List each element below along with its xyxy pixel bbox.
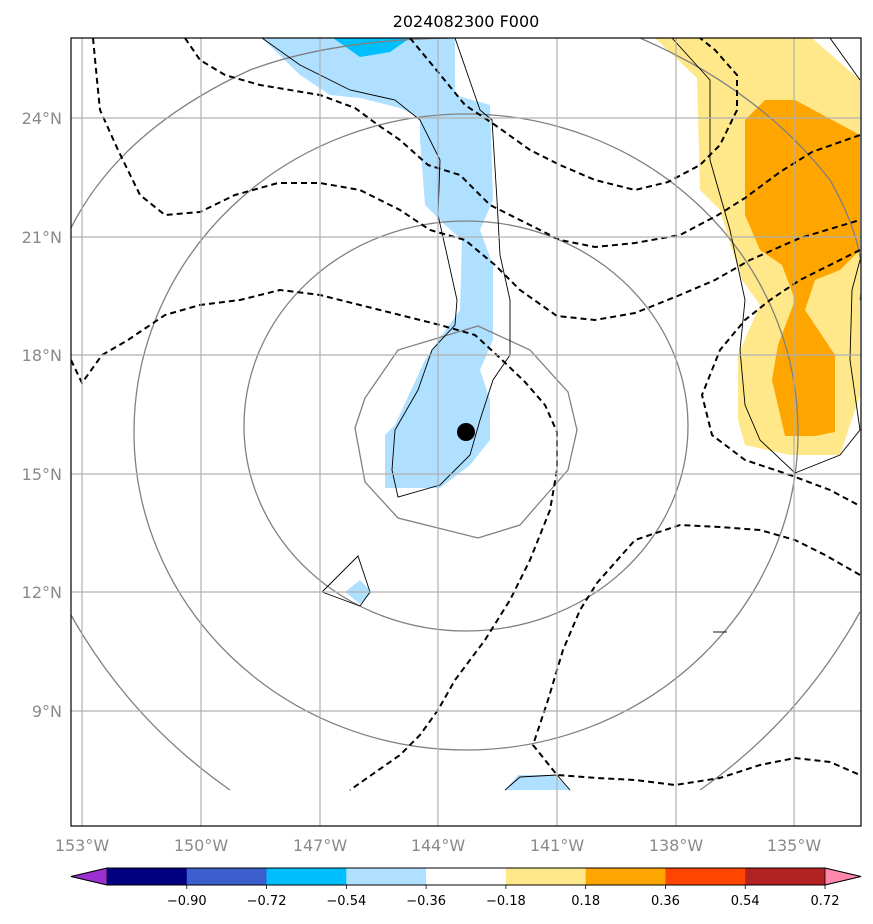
chart-title: 2024082300 F000 <box>393 12 540 31</box>
x-tick-label: 135°W <box>767 836 822 855</box>
colorbar: −0.90 −0.72 −0.54 −0.36 −0.18 0.18 0.36 0.54 0.7… <box>70 867 862 909</box>
pressure-contour-inner <box>354 325 578 539</box>
pressure-contour-7 <box>699 611 861 791</box>
colorbar-tick-label: 0.54 <box>731 894 760 909</box>
thin-contour-south <box>504 774 571 791</box>
y-tick-label: 18°N <box>22 346 62 365</box>
colorbar-tick-label: 0.36 <box>651 894 680 909</box>
thin-contour-northeast <box>829 38 861 81</box>
colorbar-segment <box>186 868 268 885</box>
pressure-contour-2 <box>243 220 689 632</box>
y-tick-label: 15°N <box>22 465 62 484</box>
x-tick-label: 141°W <box>530 836 585 855</box>
y-tick-label: 24°N <box>22 109 62 128</box>
storm-center-marker <box>457 423 475 441</box>
colorbar-extend-low <box>70 867 108 886</box>
thin-contour-northwest <box>261 38 441 161</box>
colorbar-segment <box>585 868 666 885</box>
x-tick-label: 147°W <box>293 836 348 855</box>
colorbar-tick-label: 0.18 <box>571 894 600 909</box>
colorbar-tick-label: −0.54 <box>326 894 366 909</box>
x-tick-label: 153°W <box>55 836 110 855</box>
y-tick-label: 9°N <box>32 702 62 721</box>
dashed-contour-1 <box>92 38 861 322</box>
colorbar-tick-label: −0.72 <box>247 894 287 909</box>
x-tick-label: 138°W <box>649 836 704 855</box>
negative-anomaly-region <box>262 38 493 488</box>
pressure-contour-3 <box>133 113 799 751</box>
y-tick-label: 21°N <box>22 228 62 247</box>
negative-anomaly-patch-south <box>505 775 570 790</box>
plot-frame <box>70 37 862 827</box>
map-gridlines <box>71 38 861 826</box>
colorbar-segment <box>426 868 507 885</box>
colorbar-segment <box>665 868 746 885</box>
colorbar-outline <box>70 867 862 886</box>
strong-positive-region <box>745 100 860 436</box>
y-tick-label: 12°N <box>22 583 62 602</box>
dashed-contour-5 <box>700 249 861 507</box>
pressure-contour-4 <box>71 38 451 229</box>
colorbar-tick-label: −0.18 <box>486 894 526 909</box>
thin-contour-center <box>391 38 511 498</box>
colorbar-segment <box>505 868 587 885</box>
dashed-contour-6 <box>531 523 861 787</box>
y-axis-ticks: 24°N 21°N 18°N 15°N 12°N 9°N <box>22 109 62 721</box>
colorbar-segment <box>346 868 427 885</box>
pressure-contour-5 <box>71 614 231 791</box>
colorbar-tick-label: 0.72 <box>811 894 840 909</box>
dashed-contour-2 <box>184 38 861 249</box>
colorbar-tick-label: −0.36 <box>406 894 446 909</box>
colorbar-extend-high <box>824 867 862 886</box>
colorbar-tick-label: −0.90 <box>167 894 207 909</box>
colorbar-segment <box>745 868 826 885</box>
colorbar-segment <box>107 868 188 885</box>
strong-negative-region <box>333 38 410 57</box>
x-tick-label: 150°W <box>174 836 229 855</box>
thin-contour-east <box>671 38 861 474</box>
colorbar-segment <box>266 868 347 885</box>
map-plot-area <box>71 38 861 826</box>
x-axis-ticks: 153°W 150°W 147°W 144°W 141°W 138°W 135°… <box>55 836 822 855</box>
x-tick-label: 144°W <box>411 836 466 855</box>
